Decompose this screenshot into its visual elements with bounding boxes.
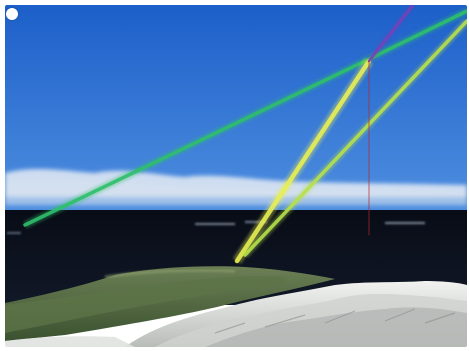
scene-canvas[interactable] <box>5 5 467 347</box>
lime-ray <box>243 19 467 257</box>
corner-indicator-icon <box>6 8 18 20</box>
yellow-ray <box>234 58 372 264</box>
sea-reflections <box>7 221 425 234</box>
mountains <box>5 281 467 347</box>
globe-viewport[interactable] <box>5 5 467 347</box>
land <box>5 266 335 341</box>
ray-group <box>23 5 467 264</box>
purple-ray <box>367 5 415 63</box>
